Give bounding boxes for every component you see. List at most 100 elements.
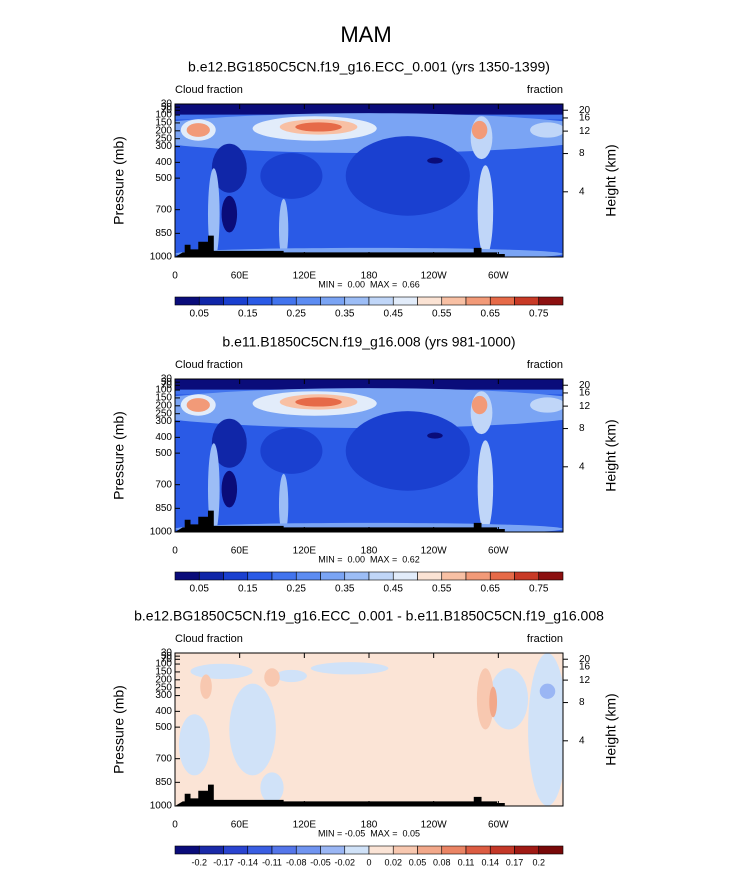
x-tick-label: 120E	[293, 546, 317, 557]
contour-fill	[345, 411, 470, 491]
y2-axis-label: Height (km)	[603, 419, 619, 491]
y-tick-label: 30	[161, 99, 173, 110]
y-tick-label: 150	[155, 118, 172, 129]
topography	[175, 784, 505, 806]
colorbar-label: 0.05	[190, 309, 210, 320]
colorbar-box	[223, 296, 249, 306]
colorbar-box	[489, 571, 515, 581]
colorbar-label: 0.45	[384, 309, 404, 320]
x-tick-label: 120E	[293, 820, 317, 831]
x-tick-label: 60E	[231, 546, 249, 557]
right-label: fraction	[527, 359, 563, 371]
x-tick-label: 180	[361, 820, 378, 831]
contour-fill	[260, 152, 323, 199]
colorbar-box	[514, 571, 540, 581]
x-tick-label: 180	[361, 271, 378, 282]
colorbar-label: 0.65	[481, 584, 501, 595]
y-tick-label: 200	[155, 674, 172, 685]
y2-tick-label: 20	[579, 105, 591, 116]
y-axis-label: Pressure (mb)	[111, 136, 127, 225]
contour-fill	[427, 157, 443, 164]
x-tick-label: 0	[172, 820, 178, 831]
y-tick-label: 70	[161, 105, 173, 116]
stats: MIN = 0.00 MAX = 0.66	[318, 279, 420, 289]
colorbar-label: 0.05	[409, 857, 427, 867]
y-tick-label: 300	[155, 416, 172, 427]
contour-fill	[221, 470, 238, 508]
colorbar-box	[465, 845, 491, 855]
colorbar-label: -0.2	[191, 857, 207, 867]
contour-fill	[178, 714, 210, 776]
y-tick-label: 850	[155, 777, 172, 788]
stats: MIN = 0.00 MAX = 0.62	[318, 554, 420, 564]
x-tick-label: 60W	[488, 271, 509, 282]
colorbar-box	[538, 571, 564, 581]
colorbar-box	[368, 845, 394, 855]
colorbar-label: 0.17	[506, 857, 524, 867]
colorbar-label: 0.02	[384, 857, 402, 867]
right-label: fraction	[527, 633, 563, 645]
right-label: fraction	[527, 84, 563, 96]
y-tick-label: 200	[155, 400, 172, 411]
colorbar-label: 0.75	[529, 309, 549, 320]
colorbar-box	[295, 845, 321, 855]
y2-axis-label: Height (km)	[603, 144, 619, 216]
y-tick-label: 400	[155, 157, 172, 168]
contour-fill	[190, 663, 253, 680]
contour-fill	[345, 136, 470, 216]
contour-fill	[211, 418, 247, 468]
colorbar-box	[295, 571, 321, 581]
y2-tick-label: 16	[579, 388, 591, 399]
y-tick-label: 30	[161, 374, 173, 385]
y-tick-label: 300	[155, 141, 172, 152]
colorbar-box	[392, 296, 418, 306]
colorbar-label: 0.2	[532, 857, 545, 867]
panel-title: b.e12.BG1850C5CN.f19_g16.ECC_0.001 - b.e…	[134, 608, 604, 624]
y-tick-label: 850	[155, 503, 172, 514]
colorbar-box	[538, 296, 564, 306]
colorbar-box	[320, 296, 346, 306]
colorbar-box	[198, 296, 224, 306]
contour-fill	[200, 674, 212, 699]
contour-fill	[476, 668, 494, 730]
contour-fill	[530, 122, 563, 138]
colorbar-label: -0.05	[310, 857, 331, 867]
colorbar-label: -0.17	[213, 857, 234, 867]
y-tick-label: 70	[161, 380, 173, 391]
colorbar-box	[441, 845, 467, 855]
colorbar-box	[223, 845, 249, 855]
y-tick-label: 400	[155, 432, 172, 443]
colorbar-box	[344, 845, 370, 855]
colorbar-label: 0.35	[335, 309, 355, 320]
colorbar-label: -0.08	[286, 857, 307, 867]
x-tick-label: 60E	[231, 271, 249, 282]
contour-fill	[229, 683, 276, 776]
colorbar-box	[247, 845, 273, 855]
y-tick-label: 500	[155, 722, 172, 733]
colorbar-box	[392, 571, 418, 581]
colorbar-box	[489, 845, 515, 855]
x-tick-label: 180	[361, 546, 378, 557]
y-tick-label: 1000	[150, 252, 173, 263]
colorbar-box	[247, 571, 273, 581]
x-tick-label: 60E	[231, 820, 249, 831]
y-tick-label: 30	[161, 648, 173, 659]
x-tick-label: 120E	[293, 271, 317, 282]
y-tick-label: 1000	[150, 801, 173, 812]
y-tick-label: 250	[155, 133, 172, 144]
colorbar-box	[417, 571, 443, 581]
y-tick-label: 1000	[150, 527, 173, 538]
y-tick-label: 150	[155, 667, 172, 678]
colorbar-box	[271, 845, 297, 855]
y-tick-label: 70	[161, 654, 173, 665]
colorbar-label: 0.45	[384, 584, 404, 595]
x-tick-label: 120W	[421, 271, 448, 282]
y2-tick-label: 12	[579, 675, 591, 686]
y2-tick-label: 4	[579, 461, 585, 472]
y-tick-label: 100	[155, 110, 172, 121]
colorbar-box	[271, 296, 297, 306]
contour-field	[175, 653, 563, 806]
panel-title: b.e11.B1850C5CN.f19_g16.008 (yrs 981-100…	[222, 334, 515, 350]
colorbar-box	[465, 571, 491, 581]
